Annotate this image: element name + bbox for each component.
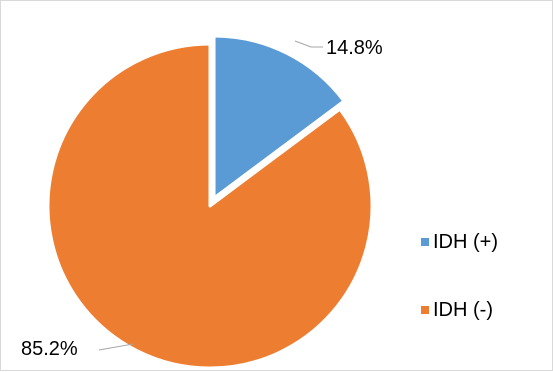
chart-legend: IDH (+) IDH (-) [421, 230, 498, 366]
legend-label-idh-negative: IDH (-) [433, 298, 493, 321]
pie-slice-idh-negative [46, 42, 374, 370]
legend-item-idh-positive: IDH (+) [421, 230, 498, 254]
data-label-idh-negative: 85.2% [21, 338, 78, 360]
pie-slice-idh-positive [212, 34, 346, 200]
legend-item-idh-negative: IDH (-) [421, 298, 498, 322]
leader-line-idh-negative [98, 343, 134, 351]
leader-line-idh-positive [294, 40, 323, 48]
data-label-idh-positive: 14.8% [326, 37, 383, 59]
legend-label-idh-positive: IDH (+) [433, 230, 498, 253]
legend-swatch-idh-negative [421, 306, 429, 314]
legend-swatch-idh-positive [421, 238, 429, 246]
